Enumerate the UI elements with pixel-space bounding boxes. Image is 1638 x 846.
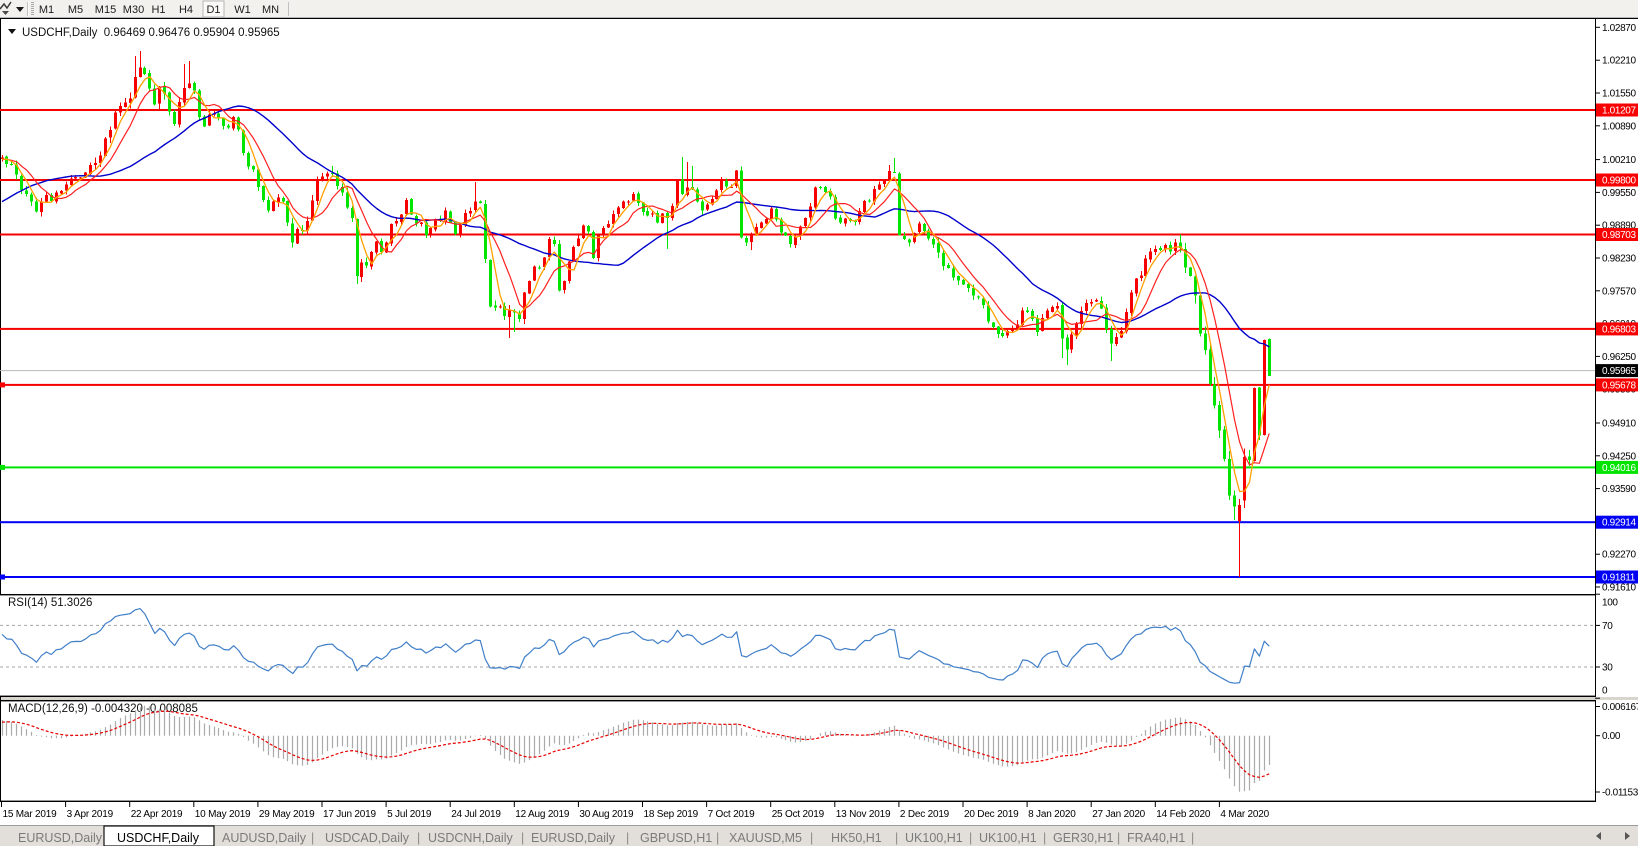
svg-text:RSI(14) 51.3026: RSI(14) 51.3026 <box>8 597 92 609</box>
svg-text:2 Dec 2019: 2 Dec 2019 <box>900 809 950 820</box>
svg-text:0.92270: 0.92270 <box>1602 550 1636 561</box>
svg-text:7 Oct 2019: 7 Oct 2019 <box>708 809 756 820</box>
svg-text:UK100,H1: UK100,H1 <box>979 831 1037 845</box>
svg-text:14 Feb 2020: 14 Feb 2020 <box>1156 809 1211 820</box>
svg-text:D1: D1 <box>206 4 220 16</box>
svg-text:0.94910: 0.94910 <box>1602 419 1636 430</box>
svg-text:M30: M30 <box>123 4 144 16</box>
svg-text:70: 70 <box>1602 621 1613 632</box>
svg-text:29 May 2019: 29 May 2019 <box>259 809 315 820</box>
svg-text:12 Aug 2019: 12 Aug 2019 <box>515 809 570 820</box>
svg-text:24 Jul 2019: 24 Jul 2019 <box>451 809 501 820</box>
svg-text:M5: M5 <box>68 4 83 16</box>
svg-text:-0.0115331: -0.0115331 <box>1602 788 1638 799</box>
svg-text:100: 100 <box>1602 598 1618 609</box>
svg-text:MN: MN <box>262 4 279 16</box>
svg-text:|: | <box>969 831 972 845</box>
svg-text:MACD(12,26,9) -0.004320 -0.008: MACD(12,26,9) -0.004320 -0.008085 <box>8 703 198 715</box>
svg-text:1.01207: 1.01207 <box>1602 106 1636 117</box>
svg-text:|: | <box>311 831 314 845</box>
svg-text:0.93590: 0.93590 <box>1602 484 1636 495</box>
svg-text:FRA40,H1: FRA40,H1 <box>1127 831 1185 845</box>
svg-text:0.96250: 0.96250 <box>1602 352 1636 363</box>
svg-text:|: | <box>1191 831 1194 845</box>
svg-text:USDCAD,Daily: USDCAD,Daily <box>325 831 410 845</box>
svg-text:0.98230: 0.98230 <box>1602 254 1636 265</box>
svg-text:|: | <box>417 831 420 845</box>
svg-text:USDCHF,Daily 0.96469 0.96476: USDCHF,Daily 0.96469 0.96476 0.95904 0.9… <box>22 27 280 39</box>
svg-text:M1: M1 <box>39 4 54 16</box>
svg-text:|: | <box>521 831 524 845</box>
svg-text:AUDUSD,Daily: AUDUSD,Daily <box>222 831 307 845</box>
svg-text:0.95678: 0.95678 <box>1602 380 1636 391</box>
svg-text:1.01550: 1.01550 <box>1602 89 1636 100</box>
svg-text:8 Jan 2020: 8 Jan 2020 <box>1028 809 1076 820</box>
svg-text:USDCNH,Daily: USDCNH,Daily <box>428 831 513 845</box>
svg-text:15 Mar 2019: 15 Mar 2019 <box>3 809 58 820</box>
svg-text:0.95965: 0.95965 <box>1602 366 1636 377</box>
svg-text:22 Apr 2019: 22 Apr 2019 <box>131 809 183 820</box>
svg-text:25 Oct 2019: 25 Oct 2019 <box>772 809 825 820</box>
svg-text:30: 30 <box>1602 663 1613 674</box>
svg-text:H1: H1 <box>151 4 165 16</box>
svg-text:1.02870: 1.02870 <box>1602 23 1636 34</box>
svg-text:|: | <box>895 831 898 845</box>
svg-text:3 Apr 2019: 3 Apr 2019 <box>67 809 114 820</box>
svg-text:W1: W1 <box>234 4 251 16</box>
svg-text:|: | <box>626 831 629 845</box>
svg-text:1.02210: 1.02210 <box>1602 56 1636 67</box>
svg-text:0.94016: 0.94016 <box>1602 463 1636 474</box>
svg-text:10 May 2019: 10 May 2019 <box>195 809 251 820</box>
svg-text:30 Aug 2019: 30 Aug 2019 <box>579 809 634 820</box>
svg-text:EURUSD,Daily: EURUSD,Daily <box>18 831 103 845</box>
svg-text:|: | <box>1117 831 1120 845</box>
svg-text:0: 0 <box>1602 686 1608 697</box>
svg-text:USDCHF,Daily: USDCHF,Daily <box>117 831 200 845</box>
svg-text:EURUSD,Daily: EURUSD,Daily <box>531 831 616 845</box>
svg-text:13 Nov 2019: 13 Nov 2019 <box>836 809 891 820</box>
svg-text:5 Jul 2019: 5 Jul 2019 <box>387 809 432 820</box>
svg-text:XAUUSD,M5: XAUUSD,M5 <box>729 831 802 845</box>
svg-text:HK50,H1: HK50,H1 <box>831 831 882 845</box>
svg-text:UK100,H1: UK100,H1 <box>905 831 963 845</box>
svg-text:0.91610: 0.91610 <box>1602 583 1636 594</box>
svg-text:|: | <box>716 831 719 845</box>
svg-text:0.92914: 0.92914 <box>1602 518 1636 529</box>
svg-text:0.98703: 0.98703 <box>1602 230 1636 241</box>
svg-text:M15: M15 <box>95 4 116 16</box>
svg-text:0.99550: 0.99550 <box>1602 188 1636 199</box>
svg-text:0.98890: 0.98890 <box>1602 221 1636 232</box>
svg-text:17 Jun 2019: 17 Jun 2019 <box>323 809 376 820</box>
svg-text:0.94250: 0.94250 <box>1602 451 1636 462</box>
svg-text:1.00890: 1.00890 <box>1602 121 1636 132</box>
svg-text:20 Dec 2019: 20 Dec 2019 <box>964 809 1019 820</box>
svg-text:1.00210: 1.00210 <box>1602 155 1636 166</box>
svg-text:18 Sep 2019: 18 Sep 2019 <box>644 809 699 820</box>
svg-text:0.97570: 0.97570 <box>1602 286 1636 297</box>
svg-text:|: | <box>810 831 813 845</box>
svg-text:0.99800: 0.99800 <box>1602 176 1636 187</box>
svg-text:0.96803: 0.96803 <box>1602 324 1636 335</box>
svg-text:GBPUSD,H1: GBPUSD,H1 <box>640 831 712 845</box>
svg-text:0.00: 0.00 <box>1602 731 1621 742</box>
svg-text:27 Jan 2020: 27 Jan 2020 <box>1092 809 1145 820</box>
svg-text:4 Mar 2020: 4 Mar 2020 <box>1220 809 1269 820</box>
svg-text:0.91811: 0.91811 <box>1602 573 1636 584</box>
svg-text:|: | <box>1043 831 1046 845</box>
svg-text:H4: H4 <box>179 4 193 16</box>
svg-text:GER30,H1: GER30,H1 <box>1053 831 1113 845</box>
svg-text:0.006167: 0.006167 <box>1602 702 1638 713</box>
